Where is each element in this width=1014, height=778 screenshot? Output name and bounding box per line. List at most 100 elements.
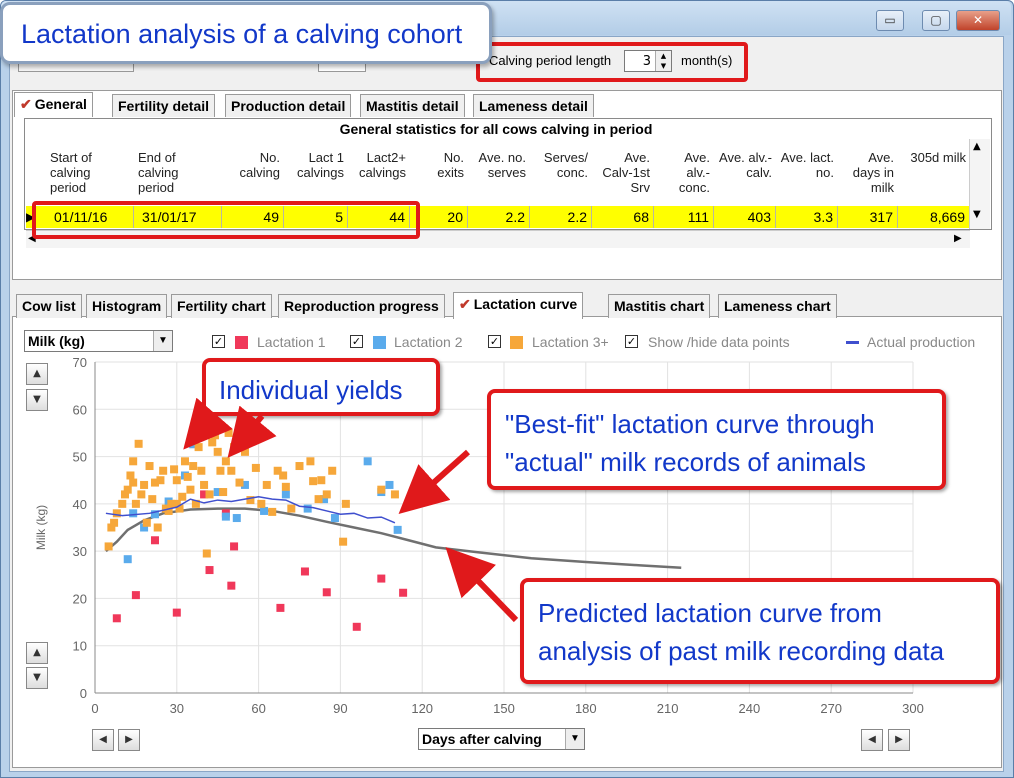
lactation3-checkbox[interactable]: ✓ — [488, 335, 501, 348]
column-header[interactable]: Ave. lact. no. — [780, 150, 834, 180]
data-point-lactation-2 — [221, 512, 230, 521]
table-cell[interactable]: 5 — [284, 206, 348, 228]
tab-mastitis-chart[interactable]: Mastitis chart — [608, 294, 711, 318]
data-point-lactation-3 — [210, 431, 219, 440]
column-header[interactable]: Ave. Calv-1st Srv — [602, 150, 650, 195]
grid-horizontal-scrollbar[interactable]: ◀ ▶ — [26, 230, 970, 248]
scroll-right-icon[interactable]: ▶ — [954, 233, 962, 244]
scroll-left-icon[interactable]: ◀ — [28, 233, 36, 244]
table-cell[interactable]: 01/11/16 — [46, 206, 134, 228]
tab-cow-list[interactable]: Cow list — [16, 294, 82, 318]
table-cell[interactable]: 3.3 — [776, 206, 838, 228]
y-pan-up-button[interactable]: ▲ — [26, 642, 48, 664]
table-cell[interactable]: 20 — [410, 206, 468, 228]
spinner-arrows-icon[interactable]: ▲ ▼ — [655, 51, 671, 71]
tab-production-detail[interactable]: Production detail — [225, 94, 352, 117]
measure-select[interactable]: Milk (kg) ▼ — [24, 330, 173, 352]
table-cell[interactable]: 44 — [348, 206, 410, 228]
data-point-lactation-3 — [216, 466, 225, 475]
table-cell[interactable]: 317 — [838, 206, 898, 228]
tab-lactation-curve[interactable]: ✔ Lactation curve — [453, 292, 584, 319]
lactation2-checkbox[interactable]: ✓ — [350, 335, 363, 348]
data-point-lactation-3 — [339, 537, 348, 546]
table-cell[interactable]: 2.2 — [468, 206, 530, 228]
data-point-lactation-3 — [213, 447, 222, 456]
grid-vertical-scrollbar[interactable]: ▲ ▼ — [969, 139, 990, 229]
column-header[interactable]: Ave. days in milk — [852, 150, 894, 195]
data-point-lactation-3 — [309, 477, 318, 486]
column-header[interactable]: Start of calving period — [50, 150, 92, 195]
measure-value: Milk (kg) — [28, 333, 85, 349]
column-header[interactable]: Ave. alv.-calv. — [719, 150, 772, 180]
tab-histogram[interactable]: Histogram — [86, 294, 168, 318]
tab-mastitis-detail[interactable]: Mastitis detail — [360, 94, 465, 117]
lactation1-checkbox[interactable]: ✓ — [212, 335, 225, 348]
data-point-lactation-3 — [134, 439, 143, 448]
x-zoom-left-button[interactable]: ◀ — [861, 729, 883, 751]
y-zoom-down-button[interactable]: ▼ — [26, 389, 48, 411]
x-pan-right-button[interactable]: ▶ — [118, 729, 140, 751]
data-point-lactation-3 — [230, 443, 239, 452]
column-header[interactable]: 305d milk — [910, 150, 966, 165]
data-point-lactation-3 — [153, 523, 162, 532]
table-cell[interactable]: 31/01/17 — [134, 206, 222, 228]
data-point-lactation-2 — [150, 510, 159, 519]
tab-general[interactable]: ✔ General — [14, 92, 93, 117]
data-point-lactation-3 — [281, 482, 290, 491]
data-point-lactation-3 — [208, 438, 217, 447]
table-cell[interactable]: 2.2 — [530, 206, 592, 228]
data-point-lactation-2 — [240, 480, 249, 489]
column-header[interactable]: Ave. no. serves — [478, 150, 526, 180]
scroll-down-icon[interactable]: ▼ — [973, 209, 981, 220]
calving-period-spinner[interactable]: 3 ▲ ▼ — [624, 50, 672, 72]
minimize-button[interactable]: ▭ — [876, 10, 904, 31]
tab-fertility-detail[interactable]: Fertility detail — [112, 94, 216, 117]
predicted-line2: analysis of past milk recording data — [538, 636, 945, 666]
tab-lameness-chart[interactable]: Lameness chart — [718, 294, 837, 318]
data-point-lactation-3 — [227, 466, 236, 475]
column-header[interactable]: Lact 1 calvings — [297, 150, 344, 180]
table-cell[interactable]: 68 — [592, 206, 654, 228]
data-point-lactation-3 — [202, 549, 211, 558]
data-point-lactation-1 — [300, 567, 309, 576]
column-header[interactable]: Serves/ conc. — [543, 150, 588, 180]
predicted-callout: Predicted lactation curve from analysis … — [520, 578, 1000, 684]
data-point-lactation-1 — [276, 603, 285, 612]
close-button[interactable]: ✕ — [956, 10, 1000, 31]
data-point-lactation-3 — [295, 462, 304, 471]
column-header[interactable]: Ave. alv.-conc. — [678, 150, 710, 195]
column-header[interactable]: End of calving period — [138, 150, 179, 195]
column-header[interactable]: No. exits — [437, 150, 464, 180]
x-axis-select[interactable]: Days after calving ▼ — [418, 728, 585, 750]
table-cell[interactable]: 49 — [222, 206, 284, 228]
y-zoom-up-button[interactable]: ▲ — [26, 363, 48, 385]
data-point-lactation-3 — [164, 506, 173, 515]
y-tick-label: 50 — [73, 450, 87, 465]
column-header[interactable]: No. calving — [239, 150, 280, 180]
table-cell[interactable]: 403 — [714, 206, 776, 228]
data-point-lactation-1 — [205, 566, 214, 575]
actual-production-line — [105, 496, 396, 524]
x-tick-label: 30 — [170, 701, 184, 716]
tab-fertility-chart[interactable]: Fertility chart — [171, 294, 272, 318]
tab-reproduction-progress[interactable]: Reproduction progress — [278, 294, 445, 318]
data-point-lactation-2 — [260, 506, 269, 515]
x-zoom-right-button[interactable]: ▶ — [888, 729, 910, 751]
individual-yields-text: Individual yields — [219, 375, 403, 405]
x-tick-label: 0 — [91, 701, 98, 716]
data-point-lactation-3 — [221, 457, 230, 466]
column-header[interactable]: Lact2+ calvings — [359, 150, 406, 180]
x-pan-left-button[interactable]: ◀ — [92, 729, 114, 751]
table-cell[interactable]: 111 — [654, 206, 714, 228]
show-points-checkbox[interactable]: ✓ — [625, 335, 638, 348]
data-point-lactation-2 — [123, 555, 132, 564]
y-pan-down-button[interactable]: ▼ — [26, 667, 48, 689]
restore-button[interactable]: ▢ — [922, 10, 950, 31]
data-point-lactation-2 — [140, 523, 149, 532]
data-point-lactation-3 — [172, 499, 181, 508]
check-icon: ✔ — [459, 296, 471, 312]
data-point-lactation-3 — [129, 478, 138, 487]
tab-lameness-detail[interactable]: Lameness detail — [473, 94, 594, 117]
table-row[interactable] — [26, 206, 970, 228]
scroll-up-icon[interactable]: ▲ — [973, 141, 981, 152]
